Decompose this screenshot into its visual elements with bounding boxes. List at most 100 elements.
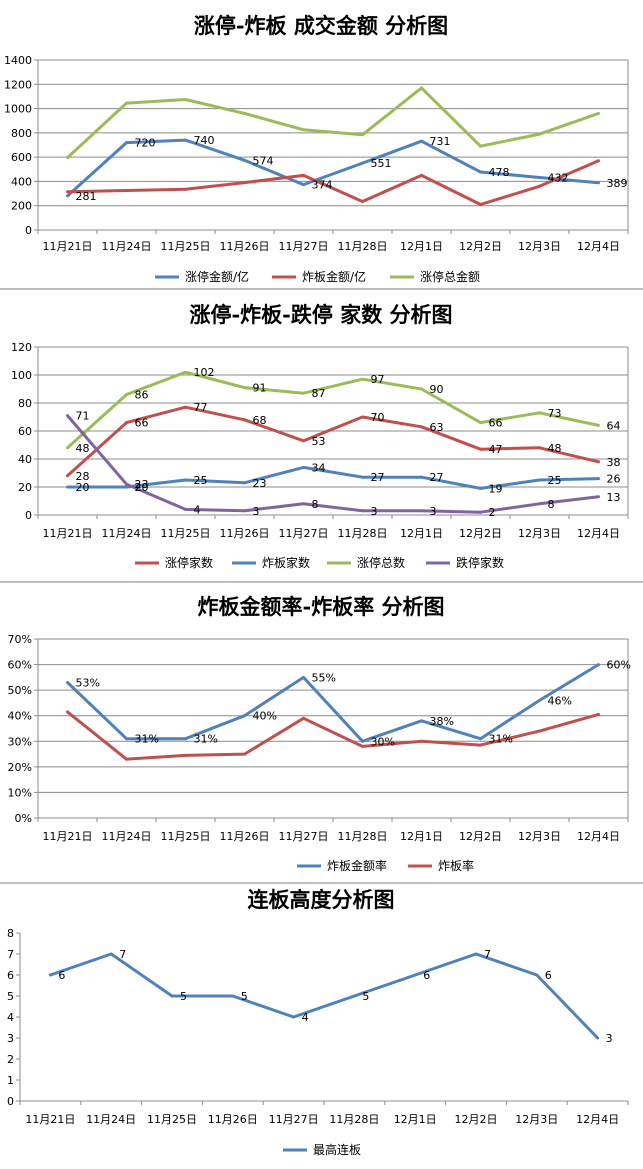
- y-tick-label: 4: [7, 1011, 14, 1024]
- data-point: [184, 405, 187, 409]
- data-point: [184, 187, 187, 191]
- data-label: 55%: [312, 671, 336, 684]
- x-tick-label: 11月28日: [338, 830, 388, 843]
- legend-label: 炸板金额/亿: [302, 269, 366, 284]
- data-point: [125, 482, 128, 486]
- data-point: [125, 189, 128, 193]
- data-label: 66: [135, 417, 149, 430]
- y-tick-label: 60: [18, 425, 32, 438]
- data-label: 71: [76, 410, 90, 423]
- data-point: [184, 370, 187, 374]
- y-tick-label: 120: [11, 341, 32, 354]
- x-tick-label: 12月1日: [394, 1113, 437, 1126]
- x-tick-label: 11月26日: [220, 240, 270, 253]
- data-label: 5: [362, 990, 369, 1003]
- y-tick-label: 600: [11, 151, 32, 164]
- data-point: [413, 973, 417, 977]
- series-line: [66, 414, 599, 514]
- y-tick-label: 0: [25, 509, 32, 522]
- data-point: [420, 475, 423, 479]
- x-tick-label: 11月27日: [269, 1113, 319, 1126]
- data-point: [538, 132, 541, 136]
- data-label: 551: [371, 157, 392, 170]
- data-point: [243, 181, 246, 185]
- x-tick-label: 12月1日: [400, 527, 443, 540]
- x-tick-label: 11月25日: [161, 240, 211, 253]
- data-point: [125, 141, 128, 145]
- x-tick-label: 12月4日: [577, 240, 620, 253]
- turnover-chart: 涨停-炸板 成交金额 分析图 0 200 400 600 800 1000 1200 1400 1…: [4, 13, 629, 284]
- data-point: [184, 507, 187, 511]
- plot-group: 炸板金额率-炸板率 分析图 0% 10% 20% 30% 40% 50% 60% 70% 11月2…: [8, 594, 631, 873]
- data-point: [597, 495, 600, 499]
- legend-label: 涨停总数: [357, 555, 405, 570]
- data-label: 23: [135, 478, 149, 491]
- plot-group: 涨停-炸板-跌停 家数 分析图 0 20 40 60 80 100 120 11月21日 11月2…: [11, 302, 629, 570]
- data-point: [66, 194, 69, 198]
- data-point: [479, 737, 482, 741]
- data-point: [535, 973, 539, 977]
- data-point: [125, 485, 128, 489]
- separator: [0, 581, 643, 583]
- data-label: 86: [135, 389, 149, 402]
- x-tick-label: 11月24日: [102, 240, 152, 253]
- data-label: 3: [430, 505, 437, 518]
- data-label: 63: [430, 421, 444, 434]
- chart-title: 涨停-炸板-跌停 家数 分析图: [189, 302, 452, 327]
- data-label: 30%: [371, 735, 395, 748]
- data-point: [243, 509, 246, 513]
- data-label: 5: [241, 990, 248, 1003]
- x-tick-label: 12月2日: [459, 240, 502, 253]
- x-tick-label: 11月25日: [161, 527, 211, 540]
- data-label: 19: [489, 482, 503, 495]
- data-point: [48, 973, 52, 977]
- x-tick-label: 12月2日: [459, 527, 502, 540]
- separator: [0, 882, 643, 884]
- data-point: [597, 423, 600, 427]
- y-tick-label: 1000: [4, 103, 32, 116]
- y-tick-label: 7: [7, 948, 14, 961]
- data-label: 20: [135, 481, 149, 494]
- data-label: 3: [371, 505, 378, 518]
- x-tick-label: 12月4日: [577, 527, 620, 540]
- data-label: 90: [430, 383, 444, 396]
- data-point: [66, 710, 69, 714]
- y-tick-label: 1400: [4, 54, 32, 67]
- separator: [0, 288, 643, 290]
- x-tick-label: 12月2日: [459, 830, 502, 843]
- x-tick-label: 12月2日: [455, 1113, 498, 1126]
- data-point: [184, 753, 187, 757]
- legend-label: 涨停家数: [165, 555, 213, 570]
- x-tick-label: 12月4日: [577, 830, 620, 843]
- legend-label: 最高连板: [313, 1142, 361, 1157]
- data-point: [66, 680, 69, 684]
- data-point: [125, 421, 128, 425]
- data-label: 77: [194, 401, 208, 414]
- data-label: 27: [371, 471, 385, 484]
- data-label: 40%: [253, 710, 277, 723]
- data-label: 47: [489, 443, 503, 456]
- data-label: 6: [58, 969, 65, 982]
- x-tick-label: 11月26日: [208, 1113, 258, 1126]
- data-point: [420, 387, 423, 391]
- data-point: [597, 712, 600, 716]
- data-point: [302, 716, 305, 720]
- x-tick-label: 11月27日: [279, 830, 329, 843]
- data-point: [109, 952, 113, 956]
- data-point: [479, 203, 482, 206]
- y-tick-label: 10%: [8, 786, 32, 799]
- data-point: [538, 184, 541, 188]
- y-tick-label: 1200: [4, 78, 32, 91]
- data-label: 34: [312, 461, 326, 474]
- data-point: [66, 446, 69, 450]
- x-tick-label: 11月25日: [161, 830, 211, 843]
- data-point: [361, 509, 364, 513]
- data-label: 2: [489, 506, 496, 519]
- x-tick-label: 11月21日: [43, 830, 93, 843]
- data-point: [302, 173, 305, 177]
- data-point: [352, 994, 356, 998]
- x-tick-label: 11月24日: [86, 1113, 136, 1126]
- data-point: [361, 377, 364, 381]
- data-point: [420, 139, 423, 143]
- data-label: 720: [135, 137, 156, 150]
